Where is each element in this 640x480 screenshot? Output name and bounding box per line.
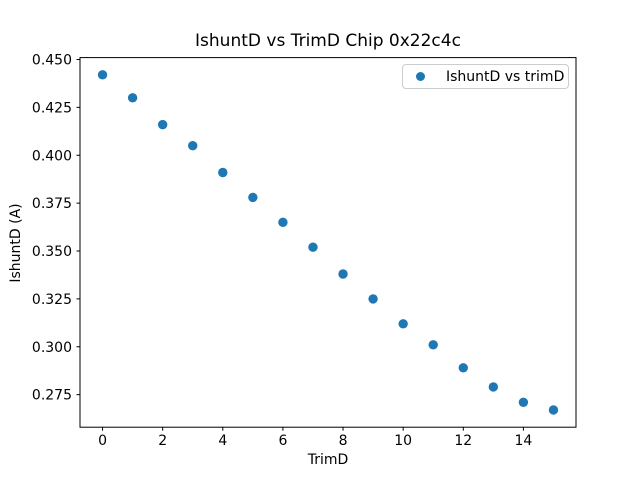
data-point: [488, 382, 499, 392]
y-axis-label: IshuntD (A): [8, 203, 24, 283]
x-tick-label: 4: [218, 433, 227, 449]
x-tick-label: 14: [514, 433, 532, 449]
x-tick-label: 8: [339, 433, 348, 449]
y-tick-label: 0.350: [32, 244, 72, 260]
axes-frame: [79, 57, 577, 428]
legend-circle-marker-icon: [416, 72, 425, 81]
data-point: [548, 405, 559, 415]
data-point: [127, 93, 138, 103]
x-tick-label: 2: [158, 433, 167, 449]
data-point: [157, 119, 168, 130]
legend-label: IshuntD vs trimD: [446, 68, 565, 85]
y-tick-label: 0.300: [32, 340, 72, 356]
x-tick-label: 12: [454, 433, 472, 449]
x-tick-label: 10: [394, 433, 412, 449]
data-point: [368, 294, 378, 304]
y-tick-label: 0.425: [32, 100, 72, 116]
data-point: [338, 269, 348, 279]
data-point: [278, 217, 288, 227]
data-point: [308, 242, 318, 252]
legend: IshuntD vs trimD: [402, 64, 569, 89]
y-tick-label: 0.275: [32, 388, 72, 404]
x-tick-label: 6: [278, 433, 287, 449]
y-tick-label: 0.375: [32, 196, 72, 212]
chart-title: IshuntD vs TrimD Chip 0x22c4c: [195, 31, 461, 51]
y-tick-label: 0.450: [32, 53, 72, 69]
y-tick-label: 0.325: [32, 292, 72, 308]
y-tick-label: 0.400: [32, 148, 72, 164]
x-tick-label: 0: [98, 433, 107, 449]
data-point: [398, 319, 408, 329]
data-point: [248, 192, 258, 203]
data-point: [97, 70, 108, 80]
data-point: [188, 140, 198, 151]
data-point: [458, 363, 468, 373]
data-point: [218, 167, 228, 178]
data-point: [518, 397, 529, 408]
x-axis-label: TrimD: [307, 452, 349, 468]
data-point: [428, 340, 438, 350]
